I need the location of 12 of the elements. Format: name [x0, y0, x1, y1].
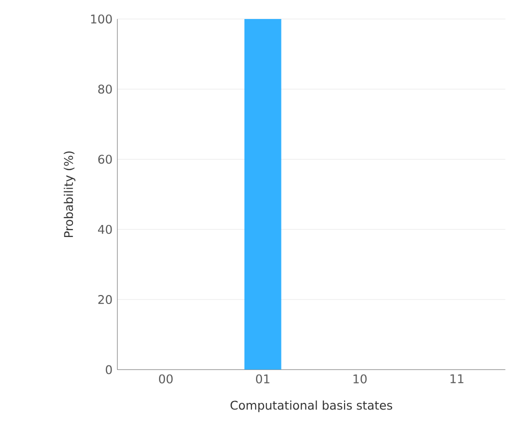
y-axis-title: Probability (%)	[64, 152, 76, 238]
y-tick-label: 100	[91, 14, 112, 24]
y-tick-label: 80	[98, 84, 112, 94]
x-tick-label: 01	[256, 374, 270, 384]
y-tick-label: 20	[98, 295, 112, 304]
x-axis-title: Computational basis states	[230, 400, 392, 412]
x-tick-label: 00	[159, 374, 173, 384]
y-tick-label: 40	[98, 224, 112, 234]
y-tick-label: 0	[106, 365, 112, 374]
x-tick-label: 10	[354, 374, 367, 384]
x-tick-label: 11	[450, 374, 464, 384]
y-tick-label: 60	[98, 154, 112, 164]
